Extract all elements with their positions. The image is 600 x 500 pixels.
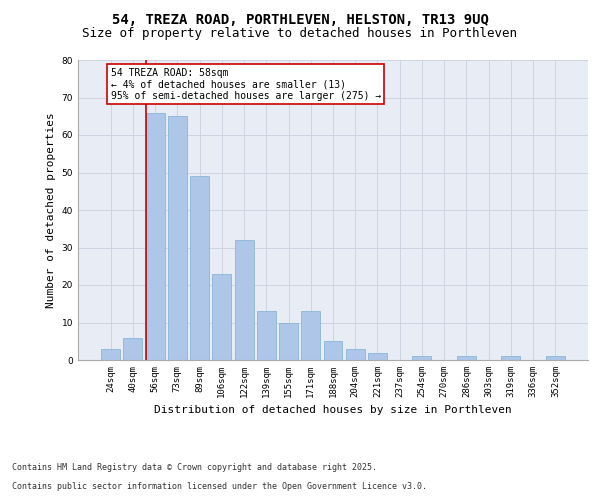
Bar [190, 176, 209, 360]
Bar [235, 240, 254, 360]
Y-axis label: Number of detached properties: Number of detached properties [46, 112, 56, 308]
Bar [212, 274, 231, 360]
Bar [412, 356, 431, 360]
Text: Size of property relative to detached houses in Porthleven: Size of property relative to detached ho… [83, 28, 517, 40]
Bar [346, 349, 365, 360]
Bar [546, 356, 565, 360]
Bar [124, 338, 142, 360]
Bar [257, 311, 276, 360]
Bar [323, 341, 343, 360]
Bar [146, 112, 164, 360]
Text: Contains HM Land Registry data © Crown copyright and database right 2025.: Contains HM Land Registry data © Crown c… [12, 464, 377, 472]
Text: 54 TREZA ROAD: 58sqm
← 4% of detached houses are smaller (13)
95% of semi-detach: 54 TREZA ROAD: 58sqm ← 4% of detached ho… [110, 68, 381, 100]
Text: Contains public sector information licensed under the Open Government Licence v3: Contains public sector information licen… [12, 482, 427, 491]
X-axis label: Distribution of detached houses by size in Porthleven: Distribution of detached houses by size … [154, 406, 512, 415]
Text: 54, TREZA ROAD, PORTHLEVEN, HELSTON, TR13 9UQ: 54, TREZA ROAD, PORTHLEVEN, HELSTON, TR1… [112, 12, 488, 26]
Bar [279, 322, 298, 360]
Bar [101, 349, 120, 360]
Bar [168, 116, 187, 360]
Bar [368, 352, 387, 360]
Bar [301, 311, 320, 360]
Bar [502, 356, 520, 360]
Bar [457, 356, 476, 360]
